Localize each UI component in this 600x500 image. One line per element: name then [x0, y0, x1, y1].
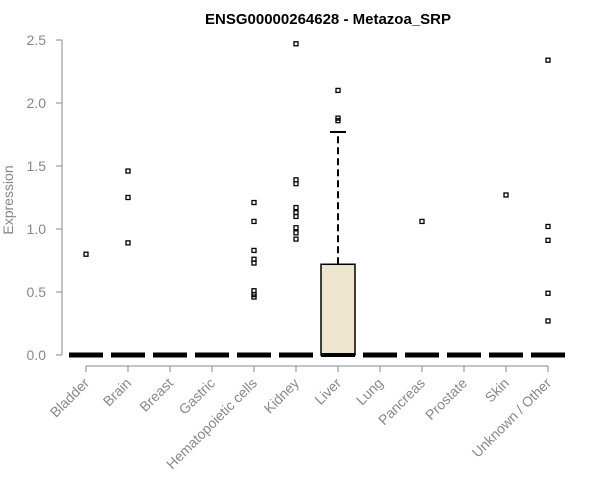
outlier-point	[419, 218, 425, 225]
x-tick-label: Brain	[100, 375, 134, 409]
outlier-point	[293, 230, 299, 236]
box-brain	[111, 168, 145, 358]
outlier-point	[293, 236, 299, 242]
x-tick-label: Pancreas	[375, 375, 428, 428]
box-unknown-other	[531, 57, 565, 358]
outlier-point	[545, 237, 551, 243]
outlier-point	[251, 294, 257, 300]
x-tick-label: Bladder	[47, 375, 93, 421]
outlier-point	[125, 168, 131, 174]
x-tick-label: Breast	[136, 375, 176, 415]
box-liver	[320, 87, 356, 357]
outlier-point	[545, 318, 551, 324]
x-tick-label: Skin	[482, 375, 513, 406]
x-tick-label: Kidney	[261, 375, 303, 417]
box-kidney	[279, 41, 313, 358]
outlier-point	[251, 199, 257, 206]
box-skin	[489, 192, 523, 358]
outlier-point	[293, 41, 299, 47]
y-tick-label: 1.5	[27, 158, 47, 174]
outlier-point	[545, 223, 551, 230]
outlier-point	[251, 247, 257, 254]
outlier-point	[545, 290, 551, 296]
y-tick-label: 1.0	[27, 221, 47, 237]
outlier-point	[293, 180, 299, 187]
box-iqr	[320, 263, 356, 356]
y-axis-title: Expression	[0, 165, 16, 234]
outlier-point	[125, 240, 131, 246]
x-tick-label: Prostate	[422, 375, 470, 423]
outlier-point	[293, 204, 299, 211]
box-hematopoietic-cells	[237, 199, 271, 358]
outlier-point	[545, 57, 551, 63]
outlier-point	[293, 213, 299, 220]
outlier-point	[251, 260, 257, 266]
x-tick-label: Lung	[353, 375, 386, 408]
outlier-point	[293, 225, 299, 231]
outlier-point	[251, 218, 257, 225]
plot-area	[69, 41, 565, 358]
x-tick-label: Liver	[311, 375, 344, 408]
outlier-point	[335, 87, 341, 94]
outlier-point	[83, 251, 89, 257]
outlier-point	[125, 194, 131, 201]
y-tick-label: 2.5	[27, 32, 47, 48]
x-tick-label: Unknown / Other	[469, 375, 555, 461]
box-pancreas	[405, 218, 439, 358]
chart-title: ENSG00000264628 - Metazoa_SRP	[205, 11, 451, 28]
y-tick-label: 2.0	[27, 95, 47, 111]
outlier-point	[503, 192, 509, 198]
box-bladder	[69, 251, 103, 358]
outlier-point	[335, 117, 341, 124]
y-tick-label: 0.0	[27, 347, 47, 363]
y-tick-label: 0.5	[27, 284, 47, 300]
y-axis: 0.0 0.5 1.0 1.5 2.0 2.5	[27, 32, 63, 363]
